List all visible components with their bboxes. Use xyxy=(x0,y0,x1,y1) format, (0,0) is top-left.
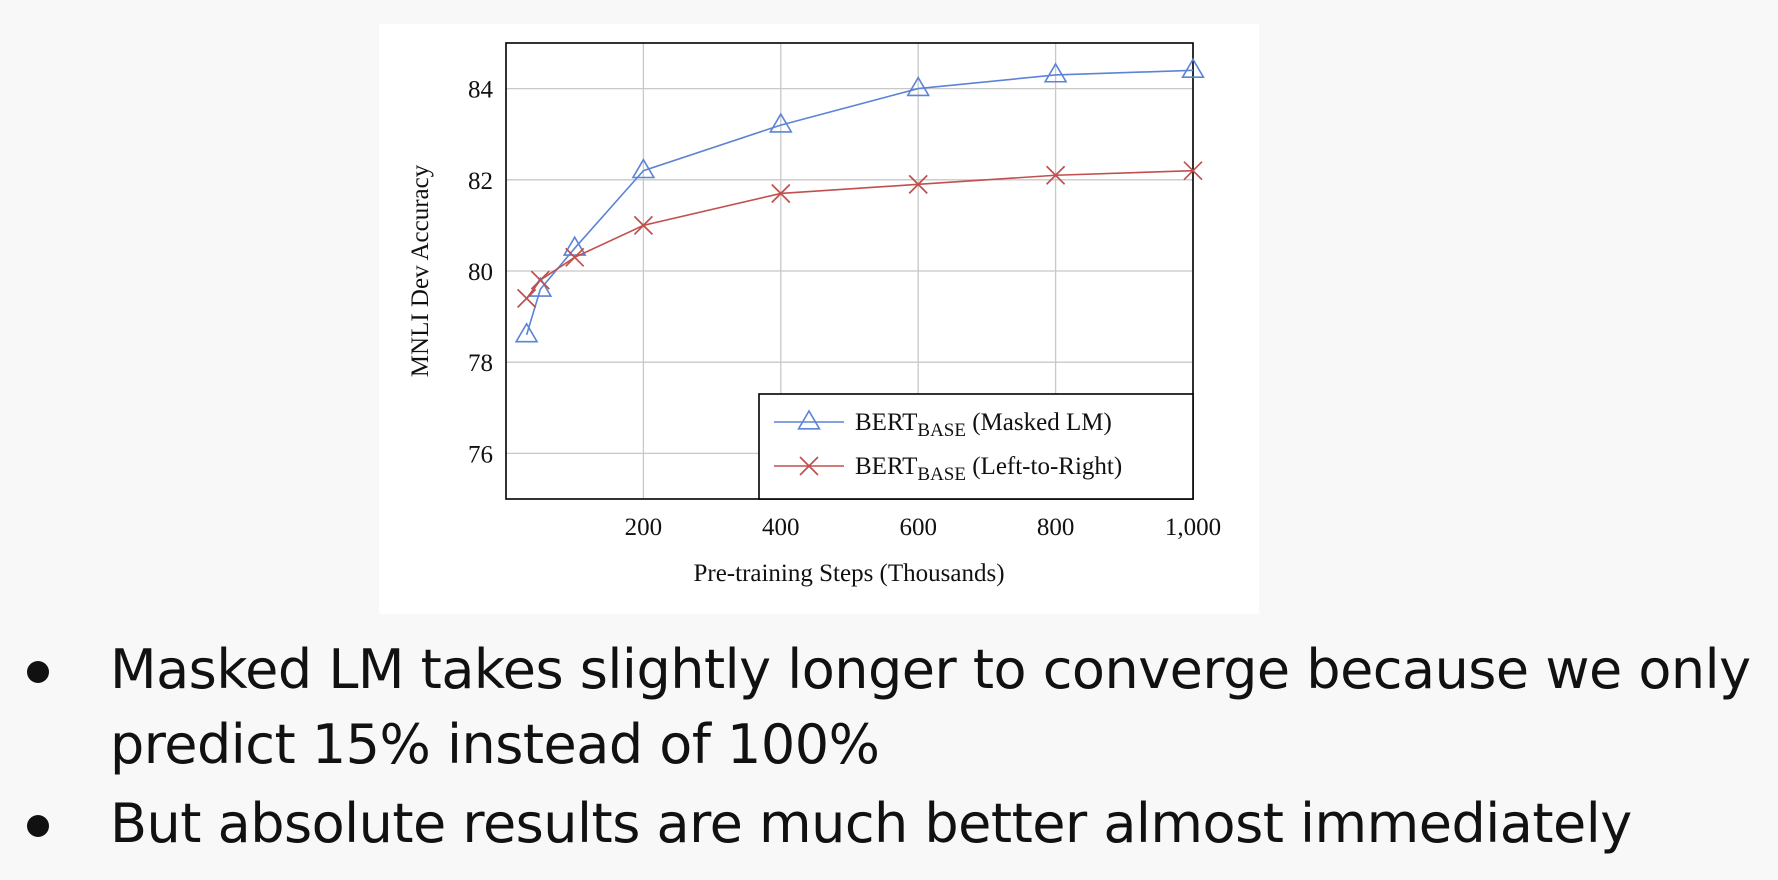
x-tick-label: 600 xyxy=(899,514,937,541)
legend-entry: BERTBASE (Left-to-Right) xyxy=(774,453,1122,485)
x-marker-stroke xyxy=(799,456,819,476)
x-marker-stroke xyxy=(530,270,550,290)
legend-suffix: (Masked LM) xyxy=(966,409,1112,436)
x-marker-stroke xyxy=(771,183,791,204)
x-marker xyxy=(908,174,928,194)
x-tick-label: 800 xyxy=(1037,514,1075,541)
triangle-marker xyxy=(1181,57,1205,78)
legend-name: BERT xyxy=(855,409,917,436)
legend-name: BERT xyxy=(855,453,917,480)
chart-panel: 200 400 600 800 1,000 76 78 80 82 84 Pre-training… xyxy=(379,24,1259,614)
x-tick-label: 200 xyxy=(625,514,663,541)
bullet-item: But absolute results are much better alm… xyxy=(0,786,1778,861)
series-line xyxy=(525,69,1194,336)
bullet-list: Masked LM takes slightly longer to conve… xyxy=(0,632,1778,861)
x-marker-stroke xyxy=(1045,165,1066,185)
x-marker xyxy=(633,215,654,236)
triangle-marker xyxy=(1043,62,1068,83)
legend-label: BERTBASE (Masked LM) xyxy=(855,409,1112,441)
bullet-text: But absolute results are much better alm… xyxy=(110,792,1632,855)
line-chart: 200 400 600 800 1,000 76 78 80 82 84 Pre-training… xyxy=(407,42,1221,587)
x-marker xyxy=(530,270,550,290)
x-marker-stroke xyxy=(633,215,654,236)
legend-label: BERTBASE (Left-to-Right) xyxy=(855,453,1122,485)
legend-subscript: BASE xyxy=(917,420,966,441)
triangle-marker xyxy=(906,76,931,97)
x-axis-title: Pre-training Steps (Thousands) xyxy=(693,560,1004,587)
y-tick-label: 78 xyxy=(468,350,493,377)
x-marker-stroke xyxy=(565,247,585,267)
series-left-to-right xyxy=(517,161,1203,308)
y-tick-label: 82 xyxy=(468,168,493,195)
triangle-marker xyxy=(514,322,539,343)
triangle-marker xyxy=(562,235,587,256)
x-marker xyxy=(771,183,791,204)
x-marker xyxy=(517,288,537,308)
legend-entry: BERTBASE (Masked LM) xyxy=(774,409,1112,441)
bullet-text: Masked LM takes slightly longer to conve… xyxy=(110,638,1751,776)
y-axis-title: MNLI Dev Accuracy xyxy=(407,164,434,377)
legend-suffix: (Left-to-Right) xyxy=(966,453,1122,480)
triangle-marker xyxy=(631,158,656,179)
series-layer xyxy=(514,57,1205,343)
bullet-dot xyxy=(27,815,49,837)
triangle-marker xyxy=(797,409,821,430)
x-marker xyxy=(565,247,585,267)
x-tick-label: 1,000 xyxy=(1165,514,1221,541)
legend: BERTBASE (Masked LM)BERTBASE (Left-to-Ri… xyxy=(758,393,1194,500)
x-marker xyxy=(799,456,819,476)
x-marker-stroke xyxy=(1183,161,1203,181)
series-line xyxy=(525,169,1194,299)
y-tick-label: 84 xyxy=(468,77,494,104)
tick-labels: 200 400 600 800 1,000 76 78 80 82 84 xyxy=(468,77,1221,541)
y-tick-label: 76 xyxy=(468,441,493,468)
series-masked-lm xyxy=(514,57,1205,343)
x-tick-label: 400 xyxy=(762,514,800,541)
x-marker-stroke xyxy=(517,288,537,308)
x-marker xyxy=(1045,165,1066,185)
legend-box xyxy=(758,393,1194,500)
x-marker-stroke xyxy=(908,174,928,194)
y-tick-label: 80 xyxy=(468,259,493,286)
x-marker xyxy=(1183,161,1203,181)
legend-subscript: BASE xyxy=(917,464,966,485)
bullet-dot xyxy=(27,661,49,683)
triangle-marker xyxy=(768,112,793,133)
bullet-item: Masked LM takes slightly longer to conve… xyxy=(0,632,1778,782)
